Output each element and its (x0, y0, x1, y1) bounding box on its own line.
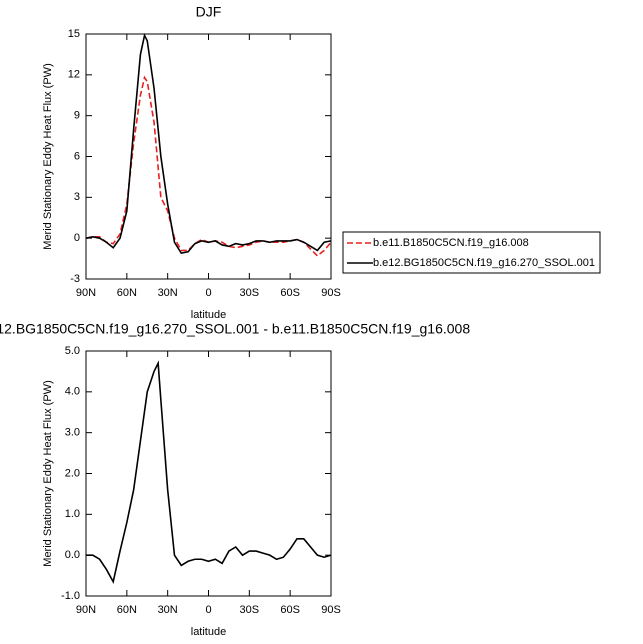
x-tick-label: 60N (117, 604, 137, 616)
x-tick-label: 60S (280, 287, 300, 299)
line-series (85, 32, 332, 255)
x-axis-label: latitude (191, 626, 226, 638)
y-tick-label: 0 (74, 232, 80, 244)
legend-label: b.e11.B1850C5CN.f19_g16.008 (373, 237, 529, 249)
y-tick-label: 4.0 (65, 386, 80, 398)
x-tick-label: 0 (205, 604, 211, 616)
y-tick-label: 1.0 (65, 508, 80, 520)
x-tick-label: 90S (321, 604, 341, 616)
legend-label: b.e12.BG1850C5CN.f19_g16.270_SSOL.001 (373, 257, 595, 269)
y-tick-label: 0.0 (65, 549, 80, 561)
plot-frame (85, 33, 332, 280)
legend-box (342, 231, 601, 274)
y-axis-label: Merid Stationary Eddy Heat Flux (PW) (42, 380, 54, 566)
x-tick-label: 90S (321, 287, 341, 299)
y-tick-label: 12 (68, 69, 80, 81)
x-tick-label: 90N (76, 287, 96, 299)
x-tick-label: 60N (117, 287, 137, 299)
y-tick-label: 3 (74, 191, 80, 203)
x-tick-label: 60S (280, 604, 300, 616)
y-tick-label: 5.0 (65, 345, 80, 357)
y-tick-label: 3.0 (65, 427, 80, 439)
y-tick-label: 6 (74, 150, 80, 162)
chart-title: DJF (196, 4, 222, 20)
y-axis-label: Merid Stationary Eddy Heat Flux (PW) (42, 63, 54, 249)
y-tick-label: 15 (68, 28, 80, 40)
x-tick-label: 0 (205, 287, 211, 299)
x-axis-label: latitude (191, 309, 226, 321)
chart-title: b.e12.BG1850C5CN.f19_g16.270_SSOL.001 - … (0, 321, 470, 337)
y-tick-label: 9 (74, 110, 80, 122)
x-tick-label: 30N (158, 287, 178, 299)
x-tick-label: 30S (240, 604, 260, 616)
x-tick-label: 30N (158, 604, 178, 616)
x-tick-label: 30S (240, 287, 260, 299)
y-tick-label: 2.0 (65, 467, 80, 479)
y-tick-label: -1.0 (61, 590, 80, 602)
plot-frame (85, 350, 332, 597)
line-series (86, 360, 332, 584)
y-tick-label: -3 (70, 273, 80, 285)
x-tick-label: 90N (76, 604, 96, 616)
